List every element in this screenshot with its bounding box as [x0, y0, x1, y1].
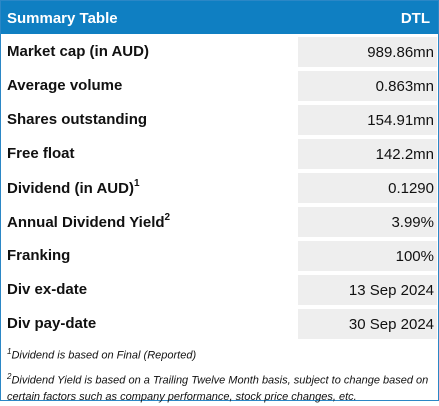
row-label: Average volume [7, 77, 123, 94]
row-value: 154.91mn [367, 112, 434, 129]
table-row-div-ex-date: Div ex-date 13 Sep 2024 [1, 273, 438, 307]
value-cell: 3.99% [298, 207, 437, 237]
footnote-marker: 1 [133, 178, 140, 189]
row-value: 142.2mn [375, 146, 434, 163]
row-value: 30 Sep 2024 [348, 316, 434, 333]
table-row-market-cap: Market cap (in AUD) 989.86mn [1, 35, 438, 69]
value-cell: 142.2mn [298, 139, 437, 169]
row-label: Franking [7, 247, 71, 264]
row-value: 13 Sep 2024 [348, 282, 434, 299]
value-cell: 0.1290 [298, 173, 437, 203]
row-value: 0.1290 [388, 180, 434, 197]
row-label: Free float [7, 145, 75, 162]
row-value: 989.86mn [367, 44, 434, 61]
row-value: 3.99% [391, 214, 434, 231]
row-label: Div pay-date [7, 315, 97, 332]
value-cell: 0.863mn [298, 71, 437, 101]
table-row-shares-outstanding: Shares outstanding 154.91mn [1, 103, 438, 137]
value-cell: 154.91mn [298, 105, 437, 135]
value-cell: 989.86mn [298, 37, 437, 67]
row-value: 0.863mn [375, 78, 434, 95]
footnotes: 1Dividend is based on Final (Reported) 2… [7, 343, 435, 406]
table-title: Summary Table [7, 10, 118, 27]
footnote-2: 2Dividend Yield is based on a Trailing T… [7, 371, 429, 404]
table-row-annual-dividend-yield: Annual Dividend Yield2 3.99% [1, 205, 438, 239]
table-header: Summary Table DTL [1, 1, 438, 34]
table-row-average-volume: Average volume 0.863mn [1, 69, 438, 103]
table-row-franking: Franking 100% [1, 239, 438, 273]
table-row-dividend: Dividend (in AUD)1 0.1290 [1, 171, 438, 205]
row-label: Annual Dividend Yield2 [7, 212, 171, 231]
footnote-marker: 2 [164, 212, 171, 223]
row-label: Dividend (in AUD)1 [7, 178, 140, 197]
row-label: Market cap (in AUD) [7, 43, 149, 60]
footnote-1: 1Dividend is based on Final (Reported) [7, 347, 197, 362]
value-cell: 30 Sep 2024 [298, 309, 437, 339]
table-row-free-float: Free float 142.2mn [1, 137, 438, 171]
table-row-div-pay-date: Div pay-date 30 Sep 2024 [1, 307, 438, 341]
row-label: Shares outstanding [7, 111, 148, 128]
value-cell: 13 Sep 2024 [298, 275, 437, 305]
value-cell: 100% [298, 241, 437, 271]
table-body: Market cap (in AUD) 989.86mn Average vol… [1, 35, 438, 341]
row-value: 100% [395, 248, 434, 265]
ticker-symbol: DTL [400, 10, 430, 27]
row-label: Div ex-date [7, 281, 88, 298]
